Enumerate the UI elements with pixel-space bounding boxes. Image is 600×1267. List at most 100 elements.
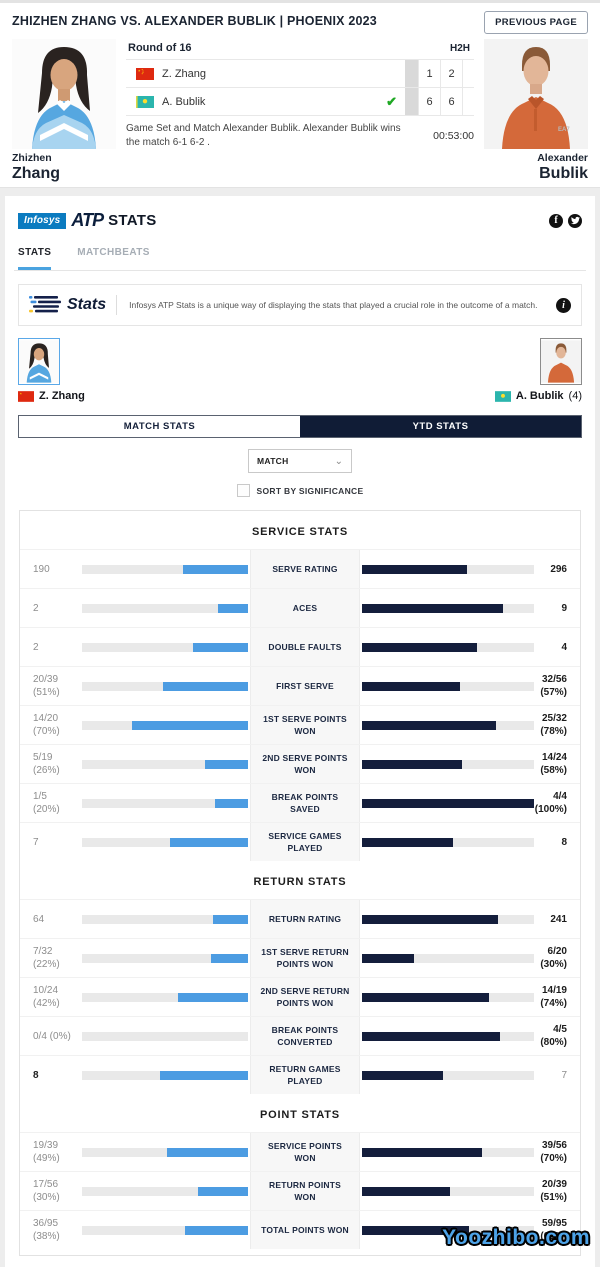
left-value: 190	[33, 563, 50, 575]
hair	[38, 47, 90, 113]
score-row-bublik: A. Bublik ✔ 6 6	[126, 88, 474, 116]
right-value: 59/95 (62%)	[540, 1218, 567, 1242]
left-value: 2	[33, 602, 39, 614]
right-bar	[362, 953, 534, 963]
stats-banner-wordmark: Stats	[67, 296, 107, 313]
dropdown-value: MATCH	[257, 456, 289, 466]
sort-by-significance-checkbox[interactable]	[236, 484, 250, 497]
right-bar-fill	[362, 1070, 443, 1080]
right-bar-fill	[362, 603, 504, 613]
atp-logo: ATP	[71, 210, 104, 230]
tab-stats[interactable]: STATS	[18, 247, 52, 270]
stats-banner-logo: Stats	[29, 295, 118, 315]
right-bar-fill	[362, 759, 462, 769]
left-value: 19/39 (49%)	[33, 1140, 60, 1164]
section-title: POINT STATS	[260, 1109, 340, 1121]
stat-row: 2 ACES 9	[20, 588, 580, 627]
left-bar	[82, 603, 248, 613]
left-bar-fill	[169, 837, 248, 847]
section-title: SERVICE STATS	[252, 526, 348, 538]
left-value: 0/4 (0%)	[33, 1030, 71, 1042]
score-row-zhang: Z. Zhang 1 2	[126, 60, 474, 88]
stats-sections: SERVICE STATS 190 SERVE RATING 296 2 ACES 9 2 DO…	[19, 510, 581, 1256]
match-stats-toggle[interactable]: MATCH STATS	[19, 416, 300, 437]
left-bar	[82, 564, 248, 574]
right-value: 6/20 (30%)	[540, 946, 567, 970]
ytd-stats-toggle[interactable]: YTD STATS	[300, 416, 581, 437]
match-result-text: Game Set and Match Alexander Bublik. Ale…	[126, 123, 401, 148]
right-value: 20/39 (51%)	[540, 1179, 567, 1203]
stats-tabs: STATS MATCHBEATS	[14, 247, 586, 271]
right-bar	[362, 914, 534, 924]
stat-row: 5/19 (26%) 2ND SERVE POINTS WON 14/24 (58%…	[20, 744, 580, 783]
stats-banner: Stats Infosys ATP Stats is a unique way …	[18, 284, 582, 326]
chevron-down-icon: ⌄	[334, 455, 343, 467]
kazakhstan-flag-icon	[494, 390, 511, 402]
right-bar	[362, 1186, 534, 1196]
stat-label: BREAK POINTS SAVED	[250, 784, 360, 822]
left-player-photo	[12, 39, 116, 149]
left-value: 20/39 (51%)	[33, 674, 60, 698]
stat-label: SERVICE GAMES PLAYED	[250, 823, 360, 861]
left-bar	[82, 837, 248, 847]
left-bar	[82, 1070, 248, 1080]
stat-row: 2 DOUBLE FAULTS 4	[20, 627, 580, 666]
sort-by-significance-label: SORT BY SIGNIFICANCE	[256, 485, 364, 496]
left-bar-fill	[198, 1186, 248, 1196]
china-flag-icon	[18, 390, 34, 402]
scoreboard: Round of 16 H2H Z. Zhang 1 2	[126, 39, 474, 150]
right-value: 296	[550, 563, 567, 575]
left-bar	[82, 1031, 248, 1041]
right-bar	[362, 720, 534, 730]
right-bar	[362, 642, 534, 652]
previous-page-button[interactable]: PREVIOUS PAGE	[484, 11, 588, 34]
set2-score: 6	[440, 88, 462, 115]
right-bar-fill	[362, 992, 490, 1002]
match-scope-dropdown[interactable]: MATCH ⌄	[248, 449, 352, 473]
left-value: 1/5 (20%)	[33, 791, 60, 815]
right-bar	[362, 681, 534, 691]
stats-module: Infosys ATP STATS f STATS MATCHBEATS Sta…	[5, 196, 595, 1267]
stat-row: 17/56 (30%) RETURN POINTS WON 20/39 (51%)	[20, 1171, 580, 1210]
info-icon[interactable]: i	[556, 297, 571, 313]
stat-row: 7/32 (22%) 1ST SERVE RETURN POINTS WON 6/2…	[20, 938, 580, 977]
twitter-icon[interactable]	[568, 213, 582, 228]
left-bar-fill	[184, 1225, 248, 1235]
stats-bars-icon	[29, 296, 61, 313]
right-value: 241	[550, 913, 567, 925]
left-bar-fill	[213, 914, 248, 924]
right-bar	[362, 1147, 534, 1157]
stats-banner-description: Infosys ATP Stats is a unique way of dis…	[129, 300, 538, 310]
left-bar-fill	[163, 681, 248, 691]
h2h-label[interactable]: H2H	[449, 42, 470, 54]
china-flag-icon	[136, 67, 154, 80]
right-value: 25/32 (78%)	[540, 713, 567, 737]
right-bar-fill	[362, 914, 498, 924]
left-bar	[82, 953, 248, 963]
tab-matchbeats[interactable]: MATCHBEATS	[77, 247, 150, 258]
stat-label: 1ST SERVE RETURN POINTS WON	[250, 939, 360, 977]
facebook-icon[interactable]: f	[549, 213, 563, 228]
right-player-block: A. Bublik (4)	[494, 338, 582, 402]
right-player-avatar	[540, 338, 582, 385]
left-bar-fill	[218, 603, 248, 613]
left-bar	[82, 1225, 248, 1235]
stat-label: 1ST SERVE POINTS WON	[250, 706, 360, 744]
left-bar	[82, 720, 248, 730]
stat-label: TOTAL POINTS WON	[250, 1211, 360, 1249]
left-bar-fill	[204, 759, 248, 769]
right-bar	[362, 564, 534, 574]
stat-row: 7 SERVICE GAMES PLAYED 8	[20, 822, 580, 861]
left-bar-fill	[160, 1070, 248, 1080]
right-bar-fill	[362, 564, 467, 574]
left-bar-fill	[178, 992, 248, 1002]
left-bar-fill	[211, 953, 248, 963]
left-value: 7	[33, 836, 39, 848]
match-header: ZHIZHEN ZHANG VS. ALEXANDER BUBLIK | PHO…	[0, 0, 600, 188]
left-value: 2	[33, 641, 39, 653]
stat-row: 19/39 (49%) SERVICE POINTS WON 39/56 (70%)	[20, 1132, 580, 1171]
right-value: 9	[561, 602, 567, 614]
right-bar-fill	[362, 837, 454, 847]
right-bar	[362, 992, 534, 1002]
right-value: 4/4 (100%)	[534, 791, 567, 815]
